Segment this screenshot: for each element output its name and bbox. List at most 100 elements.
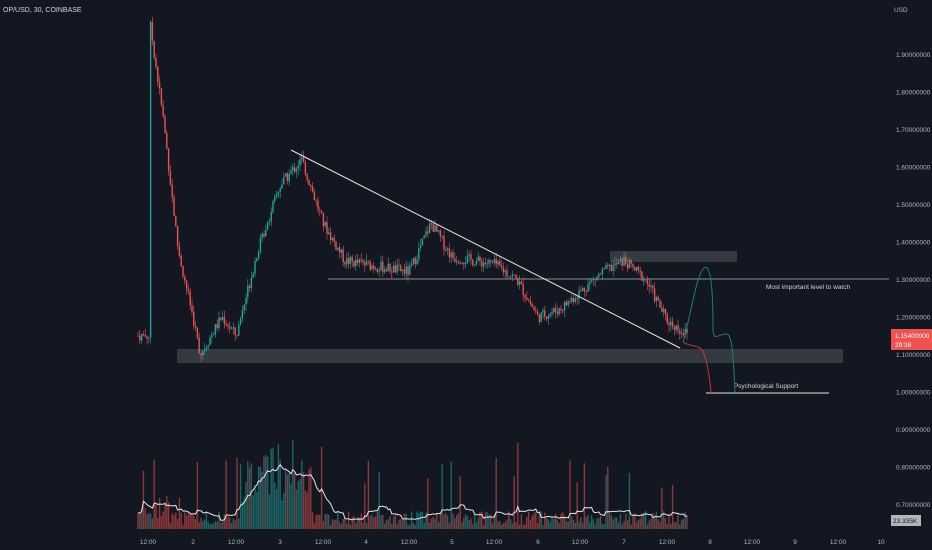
volume-bar xyxy=(484,512,487,529)
volume-bar xyxy=(416,511,418,529)
volume-bar xyxy=(270,448,272,529)
volume-bar xyxy=(529,520,532,529)
candle xyxy=(509,275,512,279)
volume-bar xyxy=(589,522,591,529)
candle xyxy=(176,225,179,250)
candle xyxy=(259,233,262,255)
candle xyxy=(205,345,208,352)
candle xyxy=(169,165,172,186)
volume-bar xyxy=(241,501,244,529)
candle xyxy=(160,88,163,108)
candle xyxy=(569,297,571,304)
candle xyxy=(401,268,404,277)
candle xyxy=(652,284,654,295)
volume-bar xyxy=(207,521,209,529)
candle xyxy=(626,258,629,272)
candle xyxy=(475,257,478,266)
volume-bar xyxy=(403,513,406,529)
bullish-projection[interactable] xyxy=(682,267,736,393)
volume-bar xyxy=(432,516,434,529)
volume-bar xyxy=(238,518,240,529)
candle xyxy=(389,262,391,275)
volume-bar xyxy=(475,522,478,529)
volume-bar xyxy=(545,517,548,529)
candle xyxy=(563,300,566,318)
volume-bar xyxy=(569,460,571,529)
candle xyxy=(182,265,184,279)
volume-bar xyxy=(326,513,328,529)
volume-bar xyxy=(347,511,350,529)
candle xyxy=(585,290,587,296)
candle xyxy=(245,293,247,311)
time-tick-label: 6 xyxy=(536,539,540,546)
trendline[interactable] xyxy=(290,149,681,349)
candle xyxy=(257,249,260,261)
volume-bar xyxy=(218,511,220,529)
candle xyxy=(495,252,497,268)
volume-bar xyxy=(162,511,164,529)
candle xyxy=(265,225,267,237)
candle xyxy=(202,350,204,360)
candle xyxy=(486,259,488,269)
volume-bar xyxy=(353,516,355,529)
candle xyxy=(272,199,274,214)
volume-bar xyxy=(340,524,343,529)
volume-bar xyxy=(157,517,159,529)
volume-bar xyxy=(652,513,654,529)
volume-bar xyxy=(383,523,386,529)
volume-bar xyxy=(142,470,145,529)
candle xyxy=(308,179,310,186)
candle xyxy=(506,264,508,280)
bearish-projection[interactable] xyxy=(682,341,712,394)
volume-bar xyxy=(436,513,438,529)
candle xyxy=(479,255,481,266)
candle xyxy=(549,312,551,319)
volume-bar xyxy=(499,520,501,529)
candle xyxy=(668,318,670,333)
candle xyxy=(526,291,528,301)
candle xyxy=(653,282,656,304)
candle xyxy=(522,277,524,301)
volume-bar xyxy=(644,511,647,529)
time-axis[interactable]: 12:00 2 12:00 3 12:00 4 12:00 5 12:00 6 12:00 7 12:0… xyxy=(140,539,885,546)
candle xyxy=(630,259,632,268)
candle xyxy=(333,234,335,247)
candle xyxy=(322,212,325,232)
resistance-zone xyxy=(610,251,737,262)
candle xyxy=(175,214,177,228)
volume-bar xyxy=(317,514,319,529)
time-tick-label: 12:00 xyxy=(659,539,676,546)
candle xyxy=(364,259,366,272)
candle xyxy=(311,182,314,193)
volume-bar xyxy=(457,513,460,529)
symbol-title: OP/USD, 30, COINBASE xyxy=(3,7,82,14)
volume-bar xyxy=(580,517,582,529)
price-tick-label: 0.70000000 xyxy=(896,502,931,509)
candle xyxy=(275,190,278,199)
candle xyxy=(493,254,496,267)
candle xyxy=(214,324,217,338)
volume-bar xyxy=(664,517,667,529)
volume-bar xyxy=(409,524,411,529)
price-tick-label: 1.30000000 xyxy=(896,277,931,284)
candle xyxy=(594,279,596,287)
candle xyxy=(527,298,530,302)
candle xyxy=(581,285,584,292)
volume-bar xyxy=(477,518,479,529)
candle xyxy=(673,325,676,336)
volume-bar xyxy=(650,518,652,529)
candle xyxy=(641,270,643,282)
candle xyxy=(293,162,296,174)
candle xyxy=(587,279,589,293)
volume-bar xyxy=(610,515,613,529)
volume-bar xyxy=(358,517,361,529)
volume-bar xyxy=(679,524,681,529)
volume-bar xyxy=(279,459,281,529)
volume-bar xyxy=(468,520,470,529)
candle xyxy=(164,113,166,134)
candle xyxy=(452,248,454,261)
volume-bar xyxy=(211,523,213,529)
price-axis[interactable]: USD xyxy=(894,7,908,14)
volume-bar xyxy=(216,521,218,529)
